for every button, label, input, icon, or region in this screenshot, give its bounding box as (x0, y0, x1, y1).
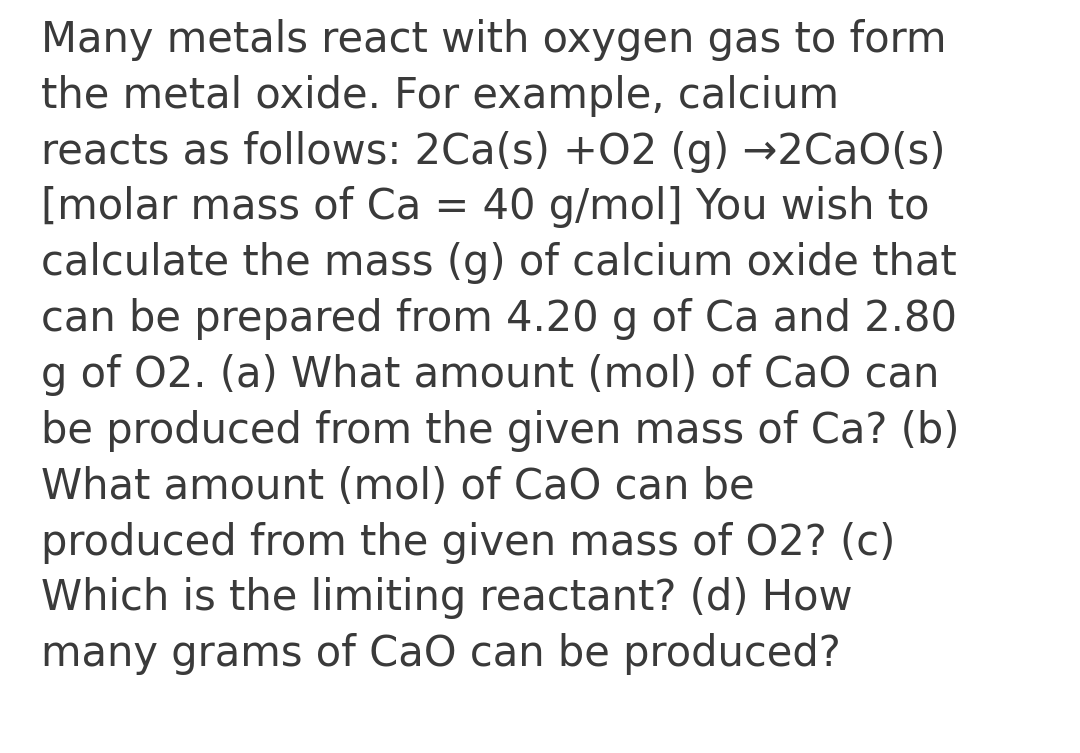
Text: Many metals react with oxygen gas to form
the metal oxide. For example, calcium
: Many metals react with oxygen gas to for… (41, 19, 959, 675)
